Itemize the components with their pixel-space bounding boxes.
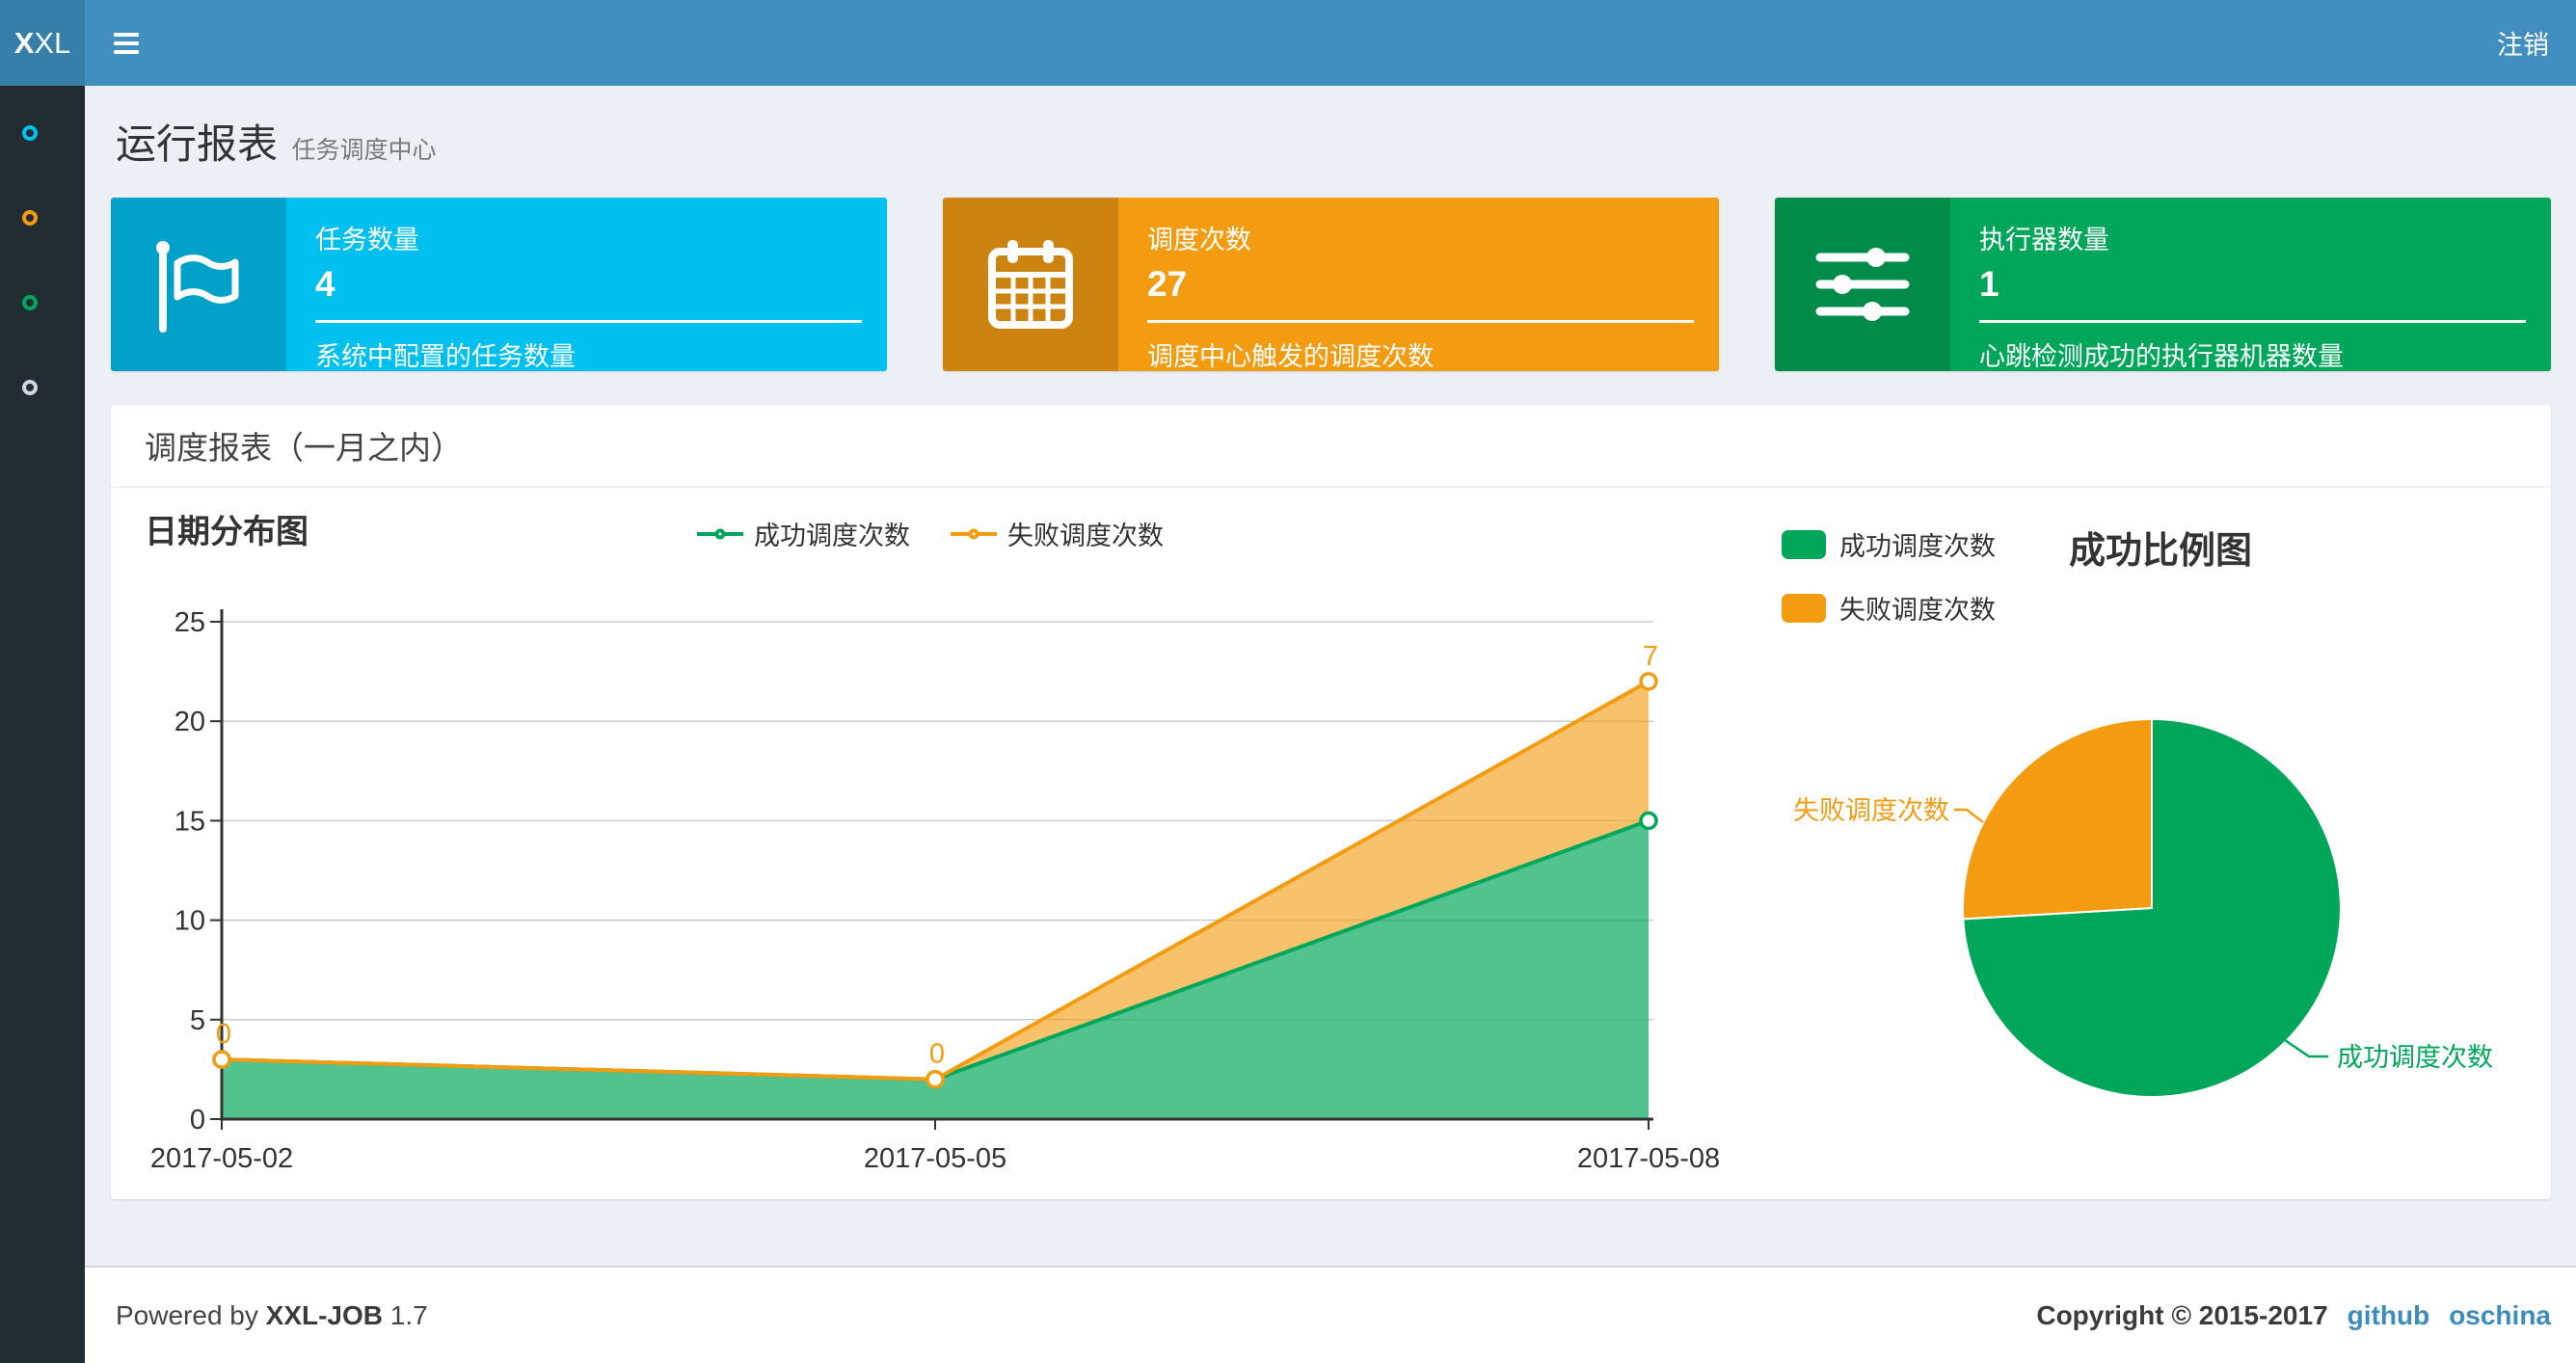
footer-right: Copyright © 2015-2017 github oschina xyxy=(2036,1300,2551,1331)
info-box-label: 执行器数量 xyxy=(1979,226,2109,254)
pie-slice-fail[interactable] xyxy=(1961,717,2153,921)
panel-title: 调度报表（一月之内） xyxy=(145,430,463,466)
info-box-description: 调度中心触发的调度次数 xyxy=(1147,342,1434,371)
info-box-value: 1 xyxy=(1979,264,1999,304)
y-tick-label: 15 xyxy=(174,806,205,837)
calendar-icon xyxy=(943,198,1118,371)
circle-icon xyxy=(22,210,38,226)
legend-item-success[interactable]: 成功调度次数 xyxy=(1782,525,1996,563)
divider xyxy=(315,320,862,323)
info-box-value: 27 xyxy=(1147,264,1188,304)
divider xyxy=(1979,320,2526,323)
info-box-content: 执行器数量 1 心跳检测成功的执行器机器数量 xyxy=(1950,198,2551,371)
sidebar-item-log[interactable] xyxy=(0,260,85,345)
page-subtitle: 任务调度中心 xyxy=(291,137,437,164)
app-logo[interactable]: X XL xyxy=(0,0,85,86)
y-tick-label: 5 xyxy=(190,1005,205,1036)
main-content: 运行报表 任务调度中心 任务数量 4 系统中配置的任务数量 xyxy=(85,86,2576,1199)
line-legend-marker xyxy=(697,524,743,544)
legend-swatch xyxy=(1782,593,1826,623)
sidebar-item-job[interactable] xyxy=(0,175,85,260)
info-box-content: 调度次数 27 调度中心触发的调度次数 xyxy=(1118,198,1719,371)
success-label-line xyxy=(2281,1036,2328,1058)
panel-header: 调度报表（一月之内） xyxy=(111,405,2551,488)
divider xyxy=(1147,320,1694,323)
line-chart-legend: 成功调度次数 失败调度次数 xyxy=(111,515,1750,552)
info-box-executors: 执行器数量 1 心跳检测成功的执行器机器数量 xyxy=(1775,198,2551,371)
info-box-triggers: 调度次数 27 调度中心触发的调度次数 xyxy=(943,198,1719,371)
legend-item-fail[interactable]: 失败调度次数 xyxy=(951,515,1164,552)
success-point[interactable] xyxy=(1639,811,1658,831)
report-panel: 调度报表（一月之内） 日期分布图 成功调度次数 失败调度次数 0 5 10 15 20 2… xyxy=(111,405,2551,1199)
y-tick-label: 10 xyxy=(174,906,205,937)
circle-icon xyxy=(22,125,38,141)
legend-label: 失败调度次数 xyxy=(1007,521,1164,550)
x-tick-label: 2017-05-08 xyxy=(1577,1143,1720,1174)
x-tick-label: 2017-05-02 xyxy=(150,1143,293,1174)
sidebar-item-report[interactable] xyxy=(0,91,85,175)
info-box-jobs: 任务数量 4 系统中配置的任务数量 xyxy=(111,198,887,371)
legend-label: 成功调度次数 xyxy=(1839,532,1996,561)
pie-chart-legend: 成功调度次数 失败调度次数 xyxy=(1782,525,1996,627)
legend-label: 失败调度次数 xyxy=(1839,596,1996,625)
fail-point-label: 7 xyxy=(1643,641,1658,672)
pie-label-fail: 失败调度次数 xyxy=(1793,796,1949,825)
info-boxes-row: 任务数量 4 系统中配置的任务数量 xyxy=(111,198,2551,371)
legend-label: 成功调度次数 xyxy=(754,521,910,550)
logo-bold: X xyxy=(13,25,35,60)
legend-item-success[interactable]: 成功调度次数 xyxy=(697,515,910,552)
info-box-label: 任务数量 xyxy=(315,226,419,254)
fail-point-label: 0 xyxy=(929,1039,945,1070)
legend-item-fail[interactable]: 失败调度次数 xyxy=(1782,589,1996,627)
oschina-link[interactable]: oschina xyxy=(2449,1299,2551,1330)
fail-label-line xyxy=(1954,808,1984,823)
product-version: 1.7 xyxy=(389,1299,428,1330)
circle-icon xyxy=(22,295,38,310)
info-box-label: 调度次数 xyxy=(1147,226,1251,254)
sidebar-toggle-icon[interactable] xyxy=(114,0,172,86)
fail-point-label: 0 xyxy=(216,1019,231,1050)
info-box-description: 系统中配置的任务数量 xyxy=(315,342,576,371)
copyright-text: Copyright © 2015-2017 xyxy=(2036,1299,2328,1330)
x-tick-label: 2017-05-05 xyxy=(864,1143,1006,1174)
line-chart-title: 日期分布图 xyxy=(145,514,309,550)
sidebar-item-executor[interactable] xyxy=(0,345,85,430)
legend-swatch xyxy=(1782,529,1826,559)
page-title: 运行报表 xyxy=(116,121,279,167)
fail-point[interactable] xyxy=(1639,672,1658,691)
info-box-description: 心跳检测成功的执行器机器数量 xyxy=(1979,342,2344,371)
y-tick-label: 25 xyxy=(174,607,205,638)
powered-by: Powered by XXL-JOB 1.7 xyxy=(116,1300,428,1331)
success-area xyxy=(222,820,1649,1119)
line-legend-marker xyxy=(951,524,997,544)
logout-link[interactable]: 注销 xyxy=(2497,31,2549,60)
content-header: 运行报表 任务调度中心 xyxy=(85,86,2576,198)
fail-point[interactable] xyxy=(212,1050,231,1069)
info-box-value: 4 xyxy=(315,264,335,304)
powered-prefix: Powered by xyxy=(116,1299,258,1330)
flag-icon xyxy=(111,198,286,371)
info-box-content: 任务数量 4 系统中配置的任务数量 xyxy=(286,198,887,371)
product-name: XXL-JOB xyxy=(265,1299,384,1330)
github-link[interactable]: github xyxy=(2347,1299,2430,1330)
logo-rest: XL xyxy=(34,25,71,60)
pie-label-success: 成功调度次数 xyxy=(2337,1043,2493,1072)
sidebar xyxy=(0,86,85,1363)
footer: Powered by XXL-JOB 1.7 Copyright © 2015-… xyxy=(85,1266,2576,1363)
top-navbar: X XL 注销 xyxy=(0,0,2576,86)
fail-area xyxy=(222,681,1649,1080)
sliders-icon xyxy=(1775,198,1950,371)
y-tick-label: 20 xyxy=(174,707,205,737)
y-tick-label: 0 xyxy=(190,1105,205,1136)
pie-chart-title: 成功比例图 xyxy=(2069,531,2253,572)
circle-icon xyxy=(22,380,38,395)
fail-point[interactable] xyxy=(926,1069,945,1089)
